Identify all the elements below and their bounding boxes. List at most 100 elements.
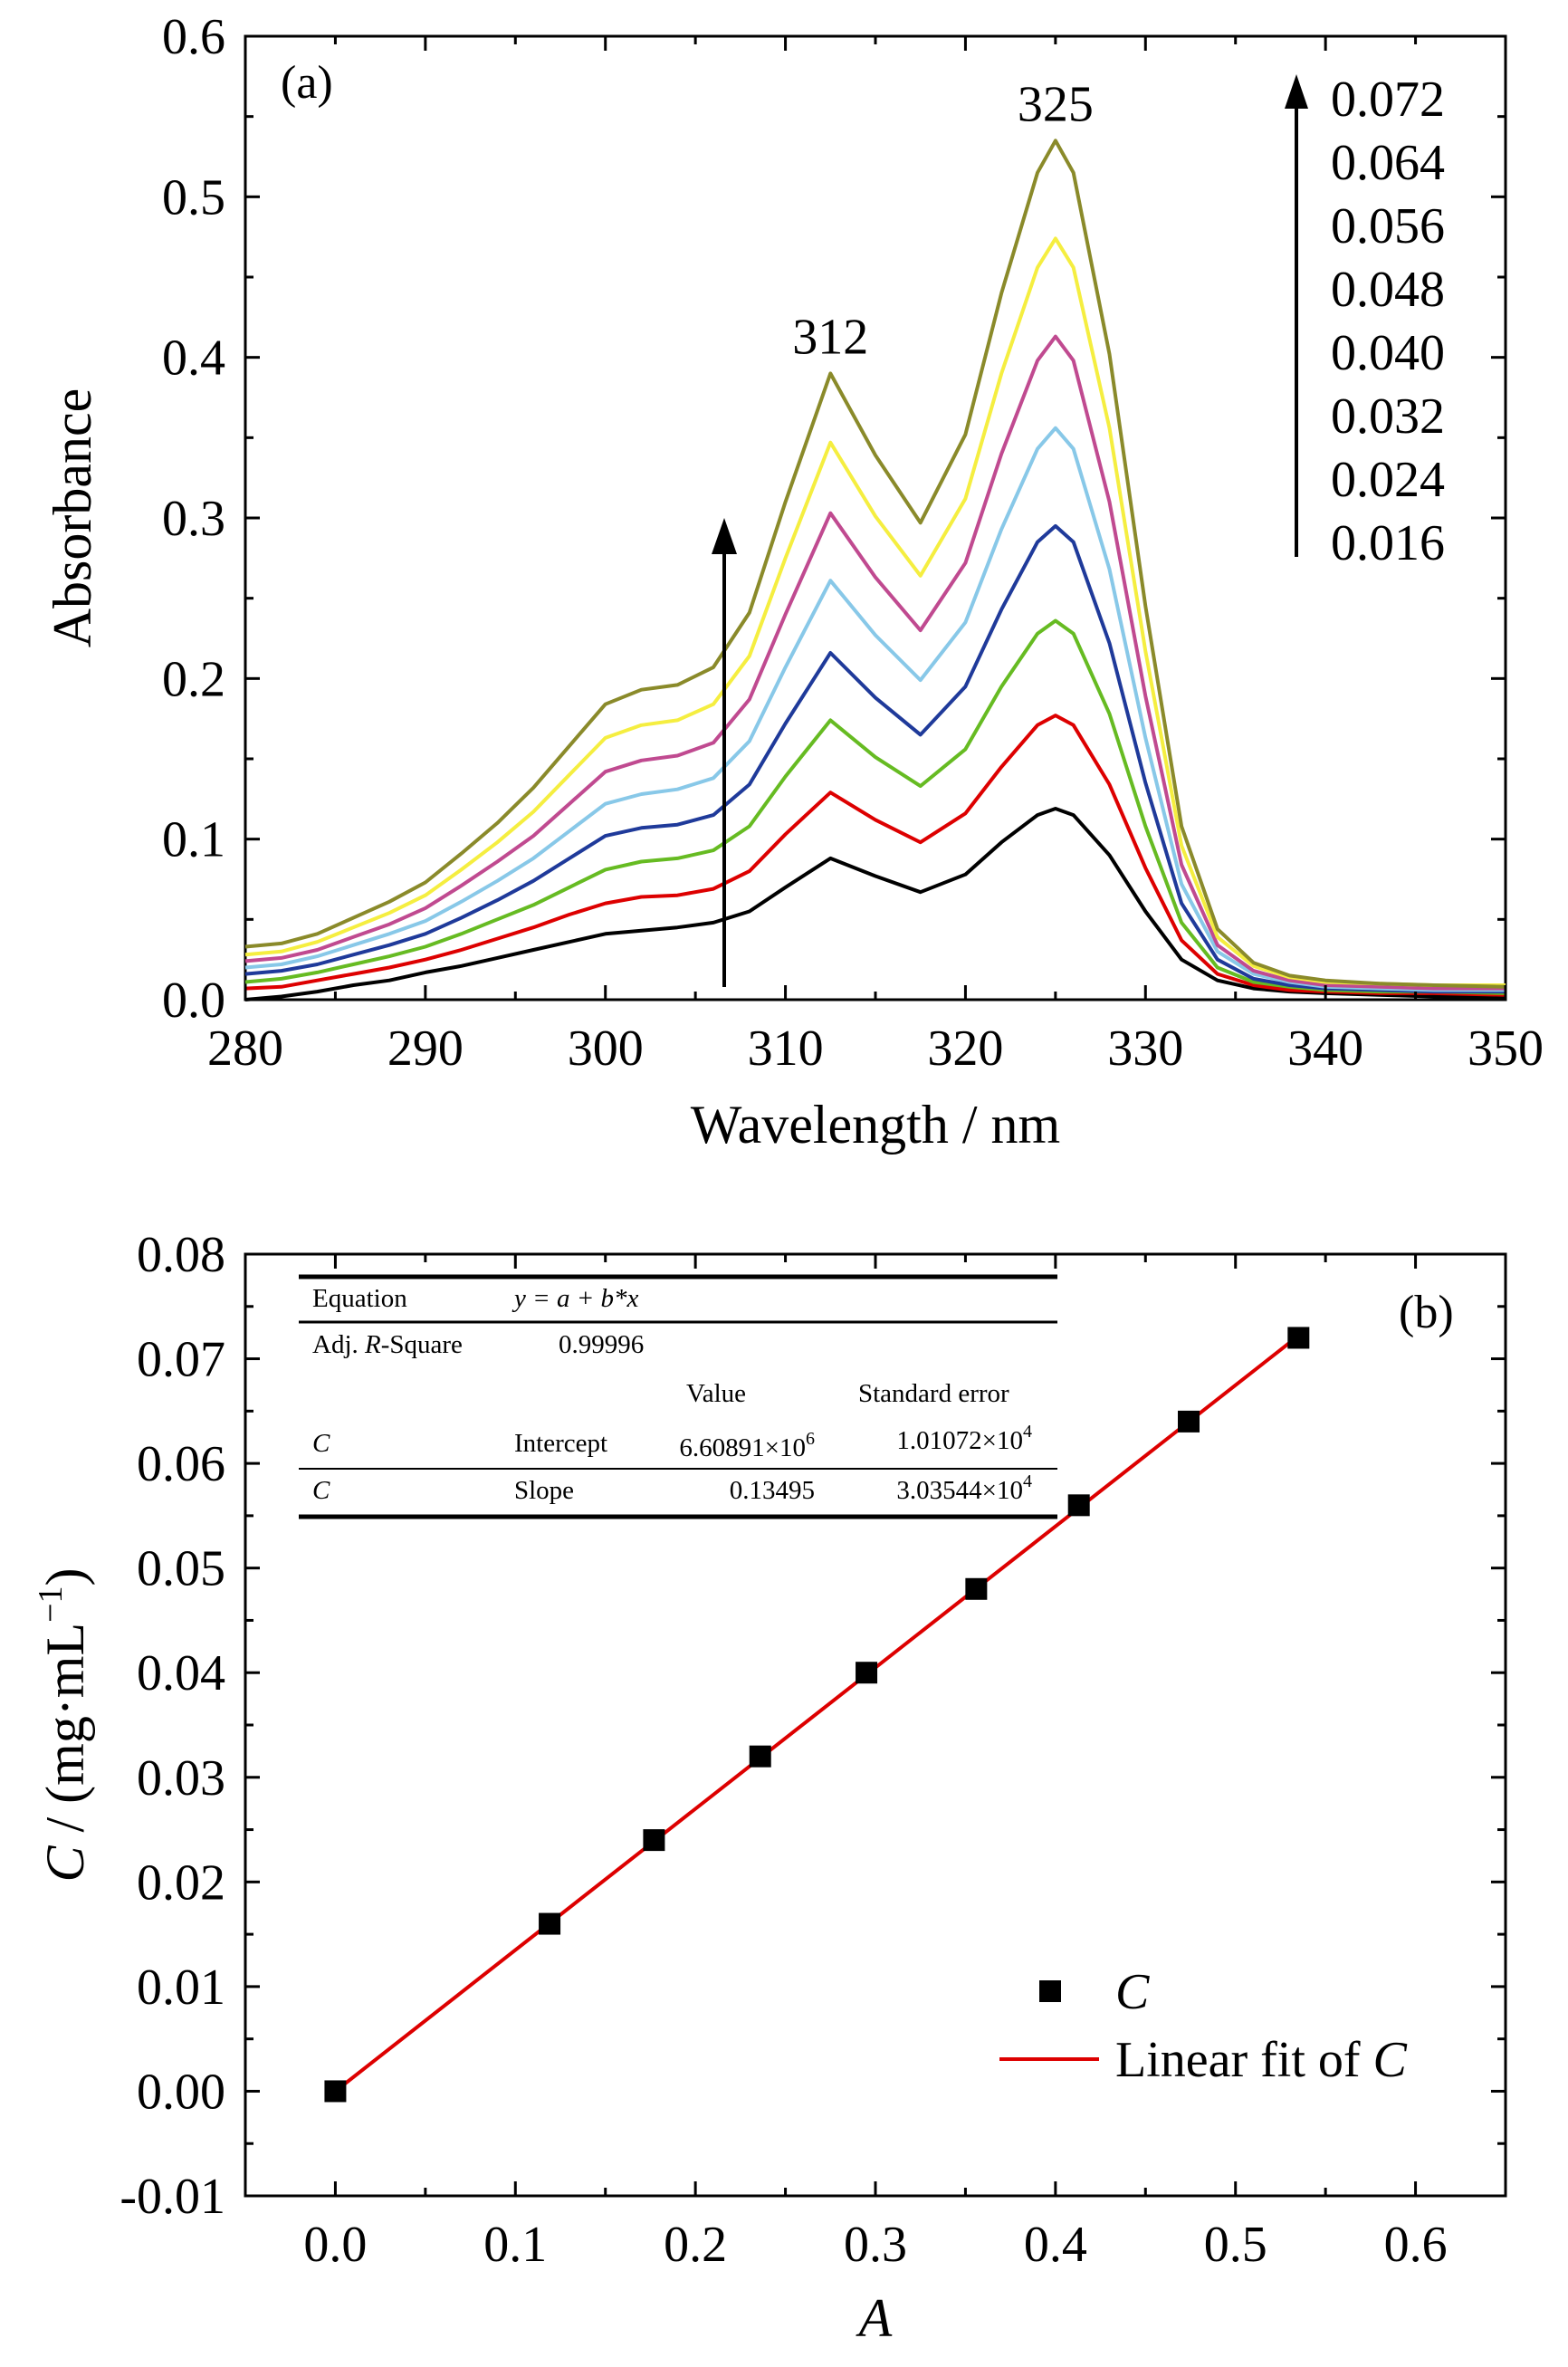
absorbance-series-6 [244,236,1506,987]
y-tick-label: 0.07 [137,1332,225,1388]
value-base: 0.13495 [730,1476,815,1505]
x-tick-label: 300 [568,1021,644,1077]
absorbance-series-7 [244,139,1506,989]
legend-line-label: Linear fit of C [1115,2032,1408,2088]
y-tick-label: 0.5 [162,169,225,225]
table-row-value: 6.60891×106 [679,1429,815,1462]
y-tick-label: 0.02 [137,1854,225,1911]
error-exponent: 4 [1023,1422,1032,1442]
panel-b-y-axis-label: C / (mg·mL−1) [32,1567,95,1882]
table-row-error: 3.03544×104 [896,1471,1032,1505]
x-tick-label: 310 [748,1021,824,1077]
table-equation: y = a + b*x [512,1284,639,1313]
y-tick-label: 0.6 [162,9,225,65]
calibration-point [643,1829,665,1852]
panel-a: 280 290 300 310 320 330 340 350 0.0 0.1 0.2 0.3 0.4 0… [43,9,1544,1155]
absorbance-series-3 [244,523,1506,994]
panel-a-y-axis-label: Absorbance [43,388,102,648]
error-exponent: 4 [1023,1471,1032,1491]
y-tick-label: 0.08 [137,1227,225,1283]
panel-b-label: (b) [1399,1287,1454,1338]
concentration-label: 0.016 [1331,515,1445,571]
value-base: 6.60891×10 [679,1433,806,1462]
y-label-superscript: −1 [32,1586,70,1622]
x-tick-label: 280 [207,1021,283,1077]
y-tick-label: 0.1 [162,812,225,868]
concentration-label: 0.064 [1331,135,1445,191]
panel-b-x-axis-label: A [856,2288,893,2348]
x-tick-label: 330 [1107,1021,1183,1077]
legend-line-var: C [1373,2032,1408,2088]
calibration-point [1287,1327,1310,1349]
concentration-label: 0.056 [1331,198,1445,254]
fit-results-table: Equation y = a + b*x Adj. R-Square 0.999… [299,1274,1057,1519]
y-tick-label: -0.01 [120,2169,225,2225]
calibration-point [965,1577,988,1600]
legend-scatter-marker [1039,1980,1061,2002]
x-tick-label: 0.3 [844,2217,907,2273]
y-label-var: C [35,1845,95,1883]
absorbance-series-0 [244,807,1506,1001]
x-tick-label: 0.0 [303,2217,367,2273]
panel-a-ticks: 280 290 300 310 320 330 340 350 0.0 0.1 0.2 0.3 0.4 0… [162,9,1544,1077]
table-row-param: Intercept [514,1429,607,1458]
adj-r-prefix: Adj. [312,1330,365,1359]
panel-b-points [324,1327,1310,2103]
x-tick-label: 320 [927,1021,1003,1077]
x-tick-label: 0.4 [1024,2217,1087,2273]
legend-line-prefix: Linear fit of [1115,2032,1373,2088]
table-col-value: Value [686,1379,746,1408]
peak-label-312: 312 [792,309,868,365]
concentration-label: 0.024 [1331,452,1445,508]
panel-a-series-group [244,139,1506,1001]
y-tick-label: 0.05 [137,1541,225,1597]
error-base: 3.03544×10 [896,1476,1023,1505]
x-tick-label: 290 [387,1021,464,1077]
y-tick-label: 0.03 [137,1750,225,1806]
y-tick-label: 0.4 [162,331,225,387]
y-label-unit: / (mg·mL [35,1623,95,1846]
y-tick-label: 0.3 [162,491,225,547]
y-tick-label: 0.04 [137,1645,225,1701]
panel-b-legend: C Linear fit of C [999,1964,1408,2088]
table-equation-label: Equation [312,1284,407,1313]
legend-scatter-label: C [1115,1964,1150,2020]
table-row-value: 0.13495 [730,1476,815,1505]
adj-r-var: R [364,1330,381,1359]
table-row-error: 1.01072×104 [896,1422,1032,1455]
concentration-label: 0.072 [1331,72,1445,128]
error-base: 1.01072×10 [896,1426,1023,1455]
peak-label-325: 325 [1018,76,1094,132]
concentration-labels: 0.072 0.064 0.056 0.048 0.040 0.032 0.02… [1331,72,1445,571]
panel-b: 0.0 0.1 0.2 0.3 0.4 0.5 0.6 -0.01 0.00 0.01 0.02 0.… [32,1227,1507,2348]
absorbance-series-5 [244,334,1506,991]
calibration-point [856,1662,878,1684]
x-tick-label: 0.6 [1384,2217,1448,2273]
linear-fit-line [334,1334,1300,2094]
y-tick-label: 0.01 [137,1960,225,2016]
table-row-param: Slope [514,1476,574,1505]
calibration-point [1067,1494,1090,1517]
panel-b-ticks: 0.0 0.1 0.2 0.3 0.4 0.5 0.6 -0.01 0.00 0.01 0.02 0.… [120,1227,1506,2273]
absorbance-series-4 [244,426,1506,992]
calibration-point [324,2080,347,2103]
panel-a-x-axis-label: Wavelength / nm [691,1095,1060,1155]
y-tick-label: 0.06 [137,1436,225,1492]
y-tick-label: 0.00 [137,2064,225,2120]
table-row-var: C [312,1429,330,1458]
table-row-var: C [312,1476,330,1505]
adj-r-suffix: -Square [381,1330,463,1359]
x-tick-label: 340 [1287,1021,1363,1077]
calibration-point [1178,1410,1200,1433]
absorbance-series-2 [244,618,1506,995]
x-tick-label: 350 [1468,1021,1544,1077]
concentration-arrow-icon [1285,74,1308,109]
concentration-label: 0.032 [1331,388,1445,445]
value-exponent: 6 [806,1429,815,1449]
concentration-label: 0.040 [1331,325,1445,381]
table-adj-r-value: 0.99996 [559,1330,644,1359]
increase-arrow-icon [712,518,737,554]
concentration-label: 0.048 [1331,262,1445,318]
y-tick-label: 0.0 [162,973,225,1029]
